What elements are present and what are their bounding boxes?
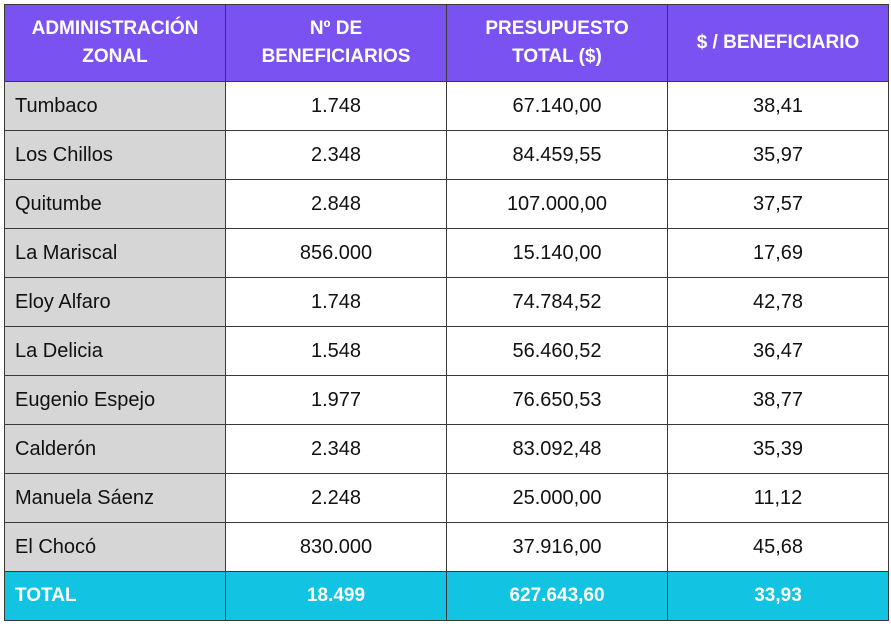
cell-beneficiaries: 1.977 [225, 375, 447, 425]
cell-zone-name: La Delicia [4, 326, 226, 376]
cell-per-beneficiary: 36,47 [667, 326, 889, 376]
total-label: TOTAL [4, 571, 226, 621]
cell-zone-name: Tumbaco [4, 81, 226, 131]
cell-per-beneficiary: 11,12 [667, 473, 889, 523]
header-por-beneficiario: $ / BENEFICIARIO [667, 4, 889, 82]
cell-beneficiaries: 1.748 [225, 81, 447, 131]
table-row: La Delicia 1.548 56.460,52 36,47 [4, 326, 889, 376]
header-row: ADMINISTRACIÓN ZONAL Nº DE BENEFICIARIOS… [4, 4, 889, 82]
cell-budget: 67.140,00 [446, 81, 668, 131]
total-row: TOTAL 18.499 627.643,60 33,93 [4, 571, 889, 621]
cell-per-beneficiary: 38,41 [667, 81, 889, 131]
header-administracion-zonal: ADMINISTRACIÓN ZONAL [4, 4, 226, 82]
cell-zone-name: Eugenio Espejo [4, 375, 226, 425]
cell-per-beneficiary: 38,77 [667, 375, 889, 425]
cell-budget: 74.784,52 [446, 277, 668, 327]
cell-zone-name: Quitumbe [4, 179, 226, 229]
cell-budget: 56.460,52 [446, 326, 668, 376]
cell-budget: 37.916,00 [446, 522, 668, 572]
cell-budget: 83.092,48 [446, 424, 668, 474]
cell-beneficiaries: 2.248 [225, 473, 447, 523]
table-row: Los Chillos 2.348 84.459,55 35,97 [4, 130, 889, 180]
cell-zone-name: Calderón [4, 424, 226, 474]
cell-budget: 107.000,00 [446, 179, 668, 229]
cell-budget: 15.140,00 [446, 228, 668, 278]
budget-table: ADMINISTRACIÓN ZONAL Nº DE BENEFICIARIOS… [4, 4, 889, 621]
cell-budget: 84.459,55 [446, 130, 668, 180]
budget-table-container: ADMINISTRACIÓN ZONAL Nº DE BENEFICIARIOS… [4, 4, 889, 621]
table-row: El Chocó 830.000 37.916,00 45,68 [4, 522, 889, 572]
cell-beneficiaries: 1.748 [225, 277, 447, 327]
cell-per-beneficiary: 17,69 [667, 228, 889, 278]
table-row: Calderón 2.348 83.092,48 35,39 [4, 424, 889, 474]
cell-budget: 25.000,00 [446, 473, 668, 523]
total-per-beneficiary: 33,93 [667, 571, 889, 621]
cell-zone-name: Eloy Alfaro [4, 277, 226, 327]
total-beneficiaries: 18.499 [225, 571, 447, 621]
table-row: Tumbaco 1.748 67.140,00 38,41 [4, 81, 889, 131]
cell-beneficiaries: 2.848 [225, 179, 447, 229]
cell-beneficiaries: 2.348 [225, 130, 447, 180]
total-budget: 627.643,60 [446, 571, 668, 621]
cell-per-beneficiary: 35,39 [667, 424, 889, 474]
cell-zone-name: Manuela Sáenz [4, 473, 226, 523]
cell-per-beneficiary: 37,57 [667, 179, 889, 229]
cell-zone-name: Los Chillos [4, 130, 226, 180]
header-presupuesto-total: PRESUPUESTO TOTAL ($) [446, 4, 668, 82]
cell-beneficiaries: 2.348 [225, 424, 447, 474]
table-row: Eugenio Espejo 1.977 76.650,53 38,77 [4, 375, 889, 425]
cell-per-beneficiary: 42,78 [667, 277, 889, 327]
cell-budget: 76.650,53 [446, 375, 668, 425]
cell-zone-name: La Mariscal [4, 228, 226, 278]
cell-per-beneficiary: 45,68 [667, 522, 889, 572]
cell-beneficiaries: 830.000 [225, 522, 447, 572]
cell-beneficiaries: 1.548 [225, 326, 447, 376]
table-row: Manuela Sáenz 2.248 25.000,00 11,12 [4, 473, 889, 523]
table-row: La Mariscal 856.000 15.140,00 17,69 [4, 228, 889, 278]
cell-per-beneficiary: 35,97 [667, 130, 889, 180]
table-row: Eloy Alfaro 1.748 74.784,52 42,78 [4, 277, 889, 327]
cell-zone-name: El Chocó [4, 522, 226, 572]
header-num-beneficiarios: Nº DE BENEFICIARIOS [225, 4, 447, 82]
cell-beneficiaries: 856.000 [225, 228, 447, 278]
table-row: Quitumbe 2.848 107.000,00 37,57 [4, 179, 889, 229]
